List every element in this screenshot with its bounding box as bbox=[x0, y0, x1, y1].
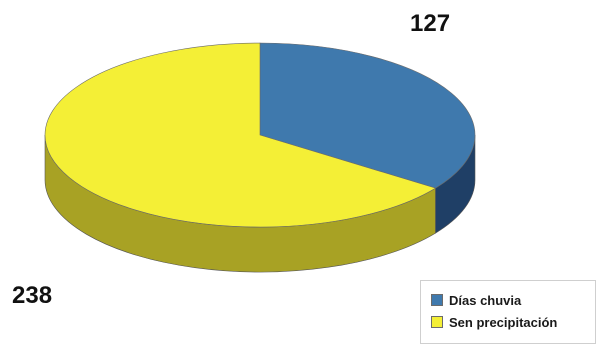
legend-swatch-sen-precipitacion bbox=[431, 316, 443, 328]
pie-slice-1 bbox=[44, 42, 437, 228]
legend: Días chuvia Sen precipitación bbox=[420, 280, 596, 344]
pie-slice-0 bbox=[259, 42, 476, 189]
data-label-dias-chuvia: 127 bbox=[410, 10, 451, 37]
legend-label-sen-precipitacion: Sen precipitación bbox=[449, 314, 558, 330]
legend-swatch-dias-chuvia bbox=[431, 294, 443, 306]
data-label-sen-precipitacion: 238 bbox=[12, 282, 53, 309]
legend-label-dias-chuvia: Días chuvia bbox=[449, 292, 522, 308]
legend-item-dias-chuvia: Días chuvia bbox=[431, 289, 585, 311]
legend-item-sen-precipitacion: Sen precipitación bbox=[431, 311, 585, 333]
